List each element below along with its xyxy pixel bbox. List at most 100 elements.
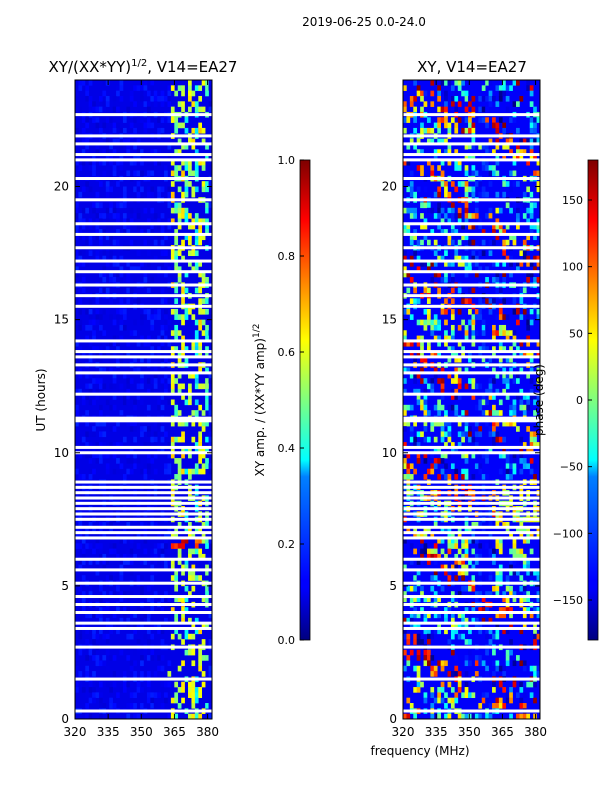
heatmap-cell (133, 117, 137, 123)
heatmap-cell (191, 372, 196, 379)
heatmap-cell (430, 532, 435, 539)
heatmap-cell (167, 442, 172, 448)
heatmap-cell (447, 697, 452, 704)
heatmap-cell (81, 559, 86, 565)
heatmap-cell (102, 213, 107, 219)
heatmap-cell (126, 671, 131, 677)
heatmap-cell (433, 697, 438, 704)
heatmap-cell (454, 537, 459, 544)
heatmap-cell (536, 181, 541, 187)
flagged-row (75, 445, 212, 449)
heatmap-cell (519, 261, 524, 267)
heatmap-cell (454, 367, 459, 374)
heatmap-cell (413, 442, 417, 448)
heatmap-cell (533, 277, 537, 283)
flagged-row (403, 363, 540, 367)
heatmap-cell (423, 623, 428, 629)
heatmap-cell (502, 346, 507, 352)
heatmap-cell (170, 575, 175, 581)
heatmap-cell (488, 95, 493, 102)
heatmap-cell (474, 330, 479, 336)
heatmap-cell (474, 596, 479, 603)
heatmap-cell (529, 356, 534, 363)
heatmap-cell (140, 372, 144, 379)
heatmap-cell (471, 575, 476, 581)
heatmap-cell (505, 649, 510, 656)
heatmap-cell (208, 351, 213, 358)
heatmap-cell (157, 447, 161, 454)
heatmap-cell (426, 117, 431, 123)
heatmap-cell (95, 356, 100, 363)
heatmap-cell (95, 537, 100, 544)
heatmap-cell (105, 287, 110, 294)
heatmap-cell (98, 383, 103, 390)
heatmap-cell (133, 399, 137, 406)
heatmap-cell (188, 649, 192, 656)
heatmap-cell (133, 367, 137, 374)
heatmap-cell (188, 399, 192, 406)
heatmap-cell (536, 596, 541, 603)
heatmap-cell (406, 697, 411, 704)
heatmap-cell (440, 426, 445, 432)
left-colorbar-label: XY amp. / (XX*YY amp)1/2 (252, 324, 267, 477)
heatmap-cell (198, 340, 203, 347)
heatmap-cell (430, 703, 435, 709)
heatmap-cell (208, 138, 213, 145)
heatmap-cell (88, 713, 93, 720)
heatmap-cell (153, 90, 158, 97)
heatmap-cell (177, 372, 182, 379)
heatmap-cell (167, 548, 172, 555)
heatmap-cell (468, 660, 472, 667)
heatmap-cell (450, 346, 455, 352)
heatmap-cell (406, 468, 411, 475)
flagged-row (403, 501, 540, 505)
heatmap-cell (184, 420, 189, 427)
heatmap-cell (126, 223, 131, 230)
heatmap-cell (98, 239, 103, 246)
heatmap-cell (81, 474, 86, 480)
heatmap-cell (78, 649, 83, 656)
heatmap-cell (498, 681, 503, 688)
heatmap-cell (444, 692, 448, 699)
heatmap-cell (126, 277, 131, 283)
flagged-row (75, 177, 212, 181)
heatmap-cell (495, 585, 500, 592)
heatmap-cell (536, 351, 541, 358)
heatmap-cell (170, 399, 175, 406)
heatmap-cell (194, 266, 199, 273)
heatmap-cell (122, 213, 127, 219)
heatmap-cell (95, 154, 100, 161)
heatmap-cell (167, 372, 172, 379)
heatmap-cell (208, 80, 213, 86)
flagged-row (403, 283, 540, 287)
heatmap-cell (509, 85, 513, 91)
heatmap-cell (519, 351, 524, 358)
heatmap-cell (150, 521, 155, 528)
heatmap-cell (423, 697, 428, 704)
heatmap-cell (164, 356, 168, 363)
heatmap-cell (136, 191, 141, 198)
heatmap-cell (478, 159, 483, 166)
heatmap-cell (403, 308, 407, 315)
heatmap-cell (444, 90, 448, 97)
heatmap-cell (164, 308, 168, 315)
heatmap-cell (447, 404, 452, 411)
heatmap-cell (413, 468, 417, 475)
heatmap-cell (516, 426, 520, 432)
flagged-row (75, 246, 212, 250)
heatmap-cell (502, 271, 507, 278)
heatmap-cell (447, 372, 452, 379)
heatmap-cell (184, 564, 189, 571)
heatmap-cell (516, 207, 520, 214)
heatmap-cell (536, 340, 541, 347)
heatmap-cell (153, 569, 158, 576)
heatmap-cell (194, 442, 199, 448)
heatmap-cell (533, 633, 537, 640)
heatmap-cell (88, 324, 93, 331)
heatmap-cell (146, 335, 151, 342)
heatmap-cell (146, 218, 151, 225)
heatmap-cell (150, 277, 155, 283)
heatmap-cell (461, 298, 465, 304)
heatmap-cell (109, 127, 113, 134)
heatmap-cell (105, 117, 110, 123)
